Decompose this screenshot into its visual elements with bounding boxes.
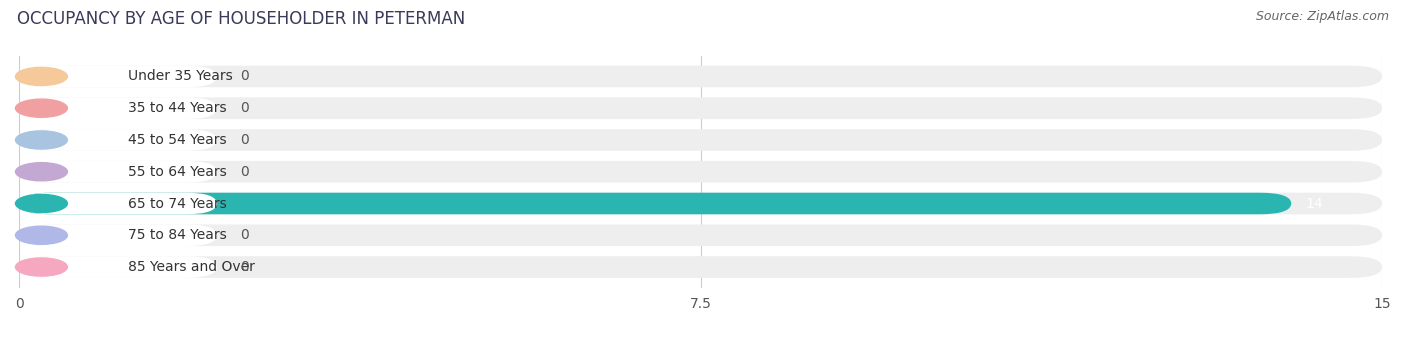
Circle shape [15, 163, 67, 181]
Text: 0: 0 [239, 165, 249, 179]
Text: 55 to 64 Years: 55 to 64 Years [128, 165, 226, 179]
Text: 75 to 84 Years: 75 to 84 Years [128, 228, 226, 242]
Circle shape [15, 131, 67, 149]
FancyBboxPatch shape [20, 224, 1382, 246]
Text: 85 Years and Over: 85 Years and Over [128, 260, 254, 274]
FancyBboxPatch shape [20, 224, 217, 246]
FancyBboxPatch shape [20, 161, 1382, 183]
Text: OCCUPANCY BY AGE OF HOUSEHOLDER IN PETERMAN: OCCUPANCY BY AGE OF HOUSEHOLDER IN PETER… [17, 10, 465, 28]
FancyBboxPatch shape [20, 66, 1382, 87]
Text: 14: 14 [1305, 197, 1323, 210]
Text: 0: 0 [239, 228, 249, 242]
FancyBboxPatch shape [20, 98, 1382, 119]
FancyBboxPatch shape [20, 66, 217, 87]
Text: 0: 0 [239, 101, 249, 115]
FancyBboxPatch shape [20, 193, 217, 214]
Text: 0: 0 [239, 133, 249, 147]
FancyBboxPatch shape [20, 129, 1382, 151]
Circle shape [15, 99, 67, 117]
Text: 0: 0 [239, 69, 249, 83]
Circle shape [15, 194, 67, 212]
Circle shape [15, 258, 67, 276]
FancyBboxPatch shape [20, 256, 1382, 278]
FancyBboxPatch shape [20, 161, 217, 183]
Text: 0: 0 [239, 260, 249, 274]
FancyBboxPatch shape [20, 193, 1382, 214]
Text: 45 to 54 Years: 45 to 54 Years [128, 133, 226, 147]
Text: Under 35 Years: Under 35 Years [128, 69, 233, 83]
Text: Source: ZipAtlas.com: Source: ZipAtlas.com [1256, 10, 1389, 23]
Text: 65 to 74 Years: 65 to 74 Years [128, 197, 226, 210]
Circle shape [15, 67, 67, 86]
Text: 35 to 44 Years: 35 to 44 Years [128, 101, 226, 115]
FancyBboxPatch shape [20, 98, 217, 119]
Circle shape [15, 226, 67, 244]
FancyBboxPatch shape [20, 256, 217, 278]
FancyBboxPatch shape [20, 129, 217, 151]
FancyBboxPatch shape [20, 193, 1291, 214]
